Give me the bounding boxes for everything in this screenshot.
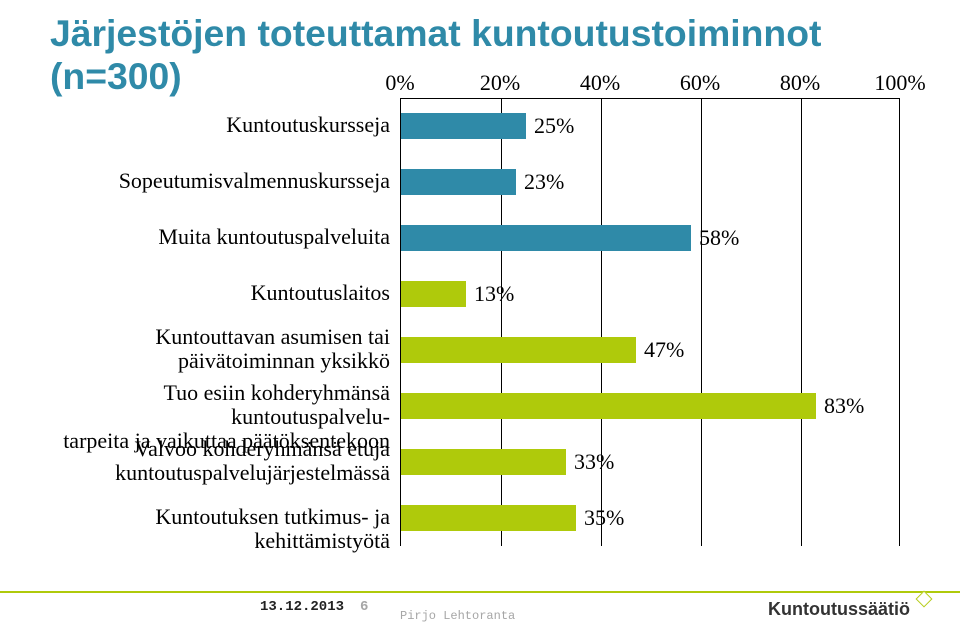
footer-brand: Kuntoutussäätiö bbox=[768, 599, 910, 620]
bar-chart: 0%20%40%60%80%100% 25%23%58%13%47%83%33%… bbox=[400, 70, 900, 550]
bar-value-label: 25% bbox=[534, 113, 574, 139]
x-tick-label: 40% bbox=[580, 70, 620, 96]
bar-value-label: 83% bbox=[824, 393, 864, 419]
bar-row: 35% bbox=[401, 505, 899, 531]
bar-value-label: 23% bbox=[524, 169, 564, 195]
bar-value-label: 13% bbox=[474, 281, 514, 307]
bar bbox=[401, 505, 576, 531]
plot-area: 25% 23% 58% 13% 47% 83% 33% 35% bbox=[400, 98, 900, 546]
bar bbox=[401, 281, 466, 307]
bar-value-label: 35% bbox=[584, 505, 624, 531]
bars-container: 25% 23% 58% 13% 47% 83% 33% 35% bbox=[401, 113, 899, 561]
bar bbox=[401, 113, 526, 139]
category-label: Sopeutumisvalmennuskursseja bbox=[40, 169, 390, 193]
bar bbox=[401, 169, 516, 195]
footer-diamond-icon bbox=[916, 591, 933, 608]
footer-date: 13.12.2013 bbox=[260, 599, 344, 615]
x-tick-label: 80% bbox=[780, 70, 820, 96]
category-label: Kuntoutuskursseja bbox=[40, 113, 390, 137]
category-label: Valvoo kohderyhmänsä etujakuntoutuspalve… bbox=[40, 437, 390, 485]
bar-value-label: 47% bbox=[644, 337, 684, 363]
bar-row: 13% bbox=[401, 281, 899, 307]
bar-row: 33% bbox=[401, 449, 899, 475]
x-tick-label: 100% bbox=[874, 70, 925, 96]
footer-page-number: 6 bbox=[360, 599, 368, 615]
bar-row: 25% bbox=[401, 113, 899, 139]
bar-row: 47% bbox=[401, 337, 899, 363]
bar bbox=[401, 337, 636, 363]
bar-row: 83% bbox=[401, 393, 899, 419]
x-tick-label: 20% bbox=[480, 70, 520, 96]
slide: Järjestöjen toteuttamat kuntoutustoiminn… bbox=[0, 0, 960, 629]
category-label: Kuntoutuksen tutkimus- ja kehittämistyöt… bbox=[40, 505, 390, 553]
bar bbox=[401, 393, 816, 419]
footer-author: Pirjo Lehtoranta bbox=[400, 609, 515, 623]
category-label: Kuntouttavan asumisen taipäivätoiminnan … bbox=[40, 325, 390, 373]
bar-row: 58% bbox=[401, 225, 899, 251]
bar-row: 23% bbox=[401, 169, 899, 195]
x-tick-label: 0% bbox=[385, 70, 414, 96]
title-line-1: Järjestöjen toteuttamat kuntoutustoiminn… bbox=[50, 12, 821, 55]
category-label: Kuntoutuslaitos bbox=[40, 281, 390, 305]
category-label: Muita kuntoutuspalveluita bbox=[40, 225, 390, 249]
x-tick-label: 60% bbox=[680, 70, 720, 96]
bar-value-label: 33% bbox=[574, 449, 614, 475]
bar bbox=[401, 449, 566, 475]
footer: 13.12.2013 6 Pirjo Lehtoranta Kuntoutuss… bbox=[0, 591, 960, 629]
footer-divider bbox=[0, 591, 960, 593]
bar-value-label: 58% bbox=[699, 225, 739, 251]
bar bbox=[401, 225, 691, 251]
